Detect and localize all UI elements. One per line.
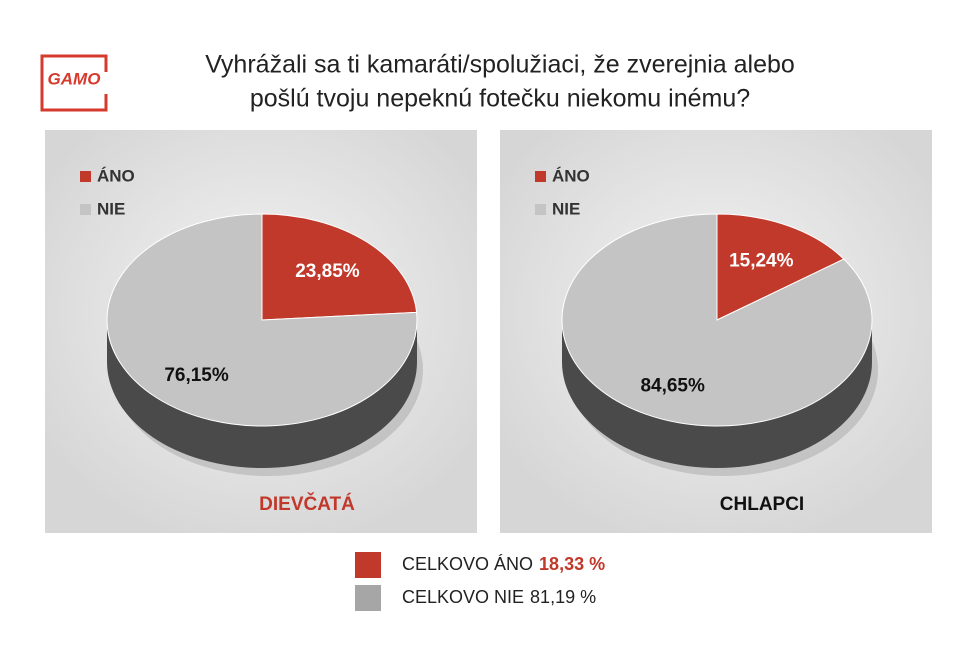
pie-panel: ÁNO NIE 23,85% 76,15% DIEVČATÁ [45, 130, 477, 533]
title-line: pošlú tvoju nepeknú fotečku niekomu iném… [250, 85, 750, 113]
logo: GAMO [40, 54, 108, 112]
legend-label: NIE [97, 199, 125, 218]
legend-swatch [80, 204, 91, 215]
pie-slice [716, 213, 845, 321]
totals-swatch [355, 552, 381, 578]
pie-slice [261, 213, 418, 321]
legend-swatch [535, 204, 546, 215]
totals-entry: CELKOVO ÁNO 18,33 % [402, 554, 605, 574]
totals-legend: CELKOVO ÁNO 18,33 % CELKOVO NIE 81,19 % [355, 552, 605, 611]
totals-value: 81,19 % [530, 587, 596, 607]
totals-label: CELKOVO ÁNO [402, 554, 533, 574]
legend-label: NIE [552, 199, 580, 218]
title-line: Vyhrážali sa ti kamaráti/spolužiaci, že … [205, 51, 795, 79]
totals-value: 18,33 % [539, 554, 605, 574]
value-label: 76,15% [164, 365, 229, 386]
totals-entry: CELKOVO NIE 81,19 % [402, 587, 596, 607]
totals-swatch [355, 585, 381, 611]
pie-caption: CHLAPCI [720, 494, 804, 515]
legend-label: ÁNO [552, 166, 590, 185]
totals-label: CELKOVO NIE [402, 587, 524, 607]
legend-swatch [535, 171, 546, 182]
legend-label: ÁNO [97, 166, 135, 185]
value-label: 84,65% [640, 375, 705, 396]
pie-slice [106, 213, 418, 427]
legend-swatch [80, 171, 91, 182]
value-label: 23,85% [295, 261, 360, 282]
pie-slice [561, 213, 873, 427]
pie-panel: ÁNO NIE 15,24% 84,65% CHLAPCI [500, 130, 932, 533]
logo-text: GAMO [48, 69, 101, 88]
pie-caption: DIEVČATÁ [259, 493, 355, 515]
charts: ÁNO NIE 23,85% 76,15% DIEVČATÁ ÁNO NIE 15,24% 84… [45, 130, 932, 533]
logo-frame [40, 54, 108, 112]
value-label: 15,24% [729, 251, 794, 272]
